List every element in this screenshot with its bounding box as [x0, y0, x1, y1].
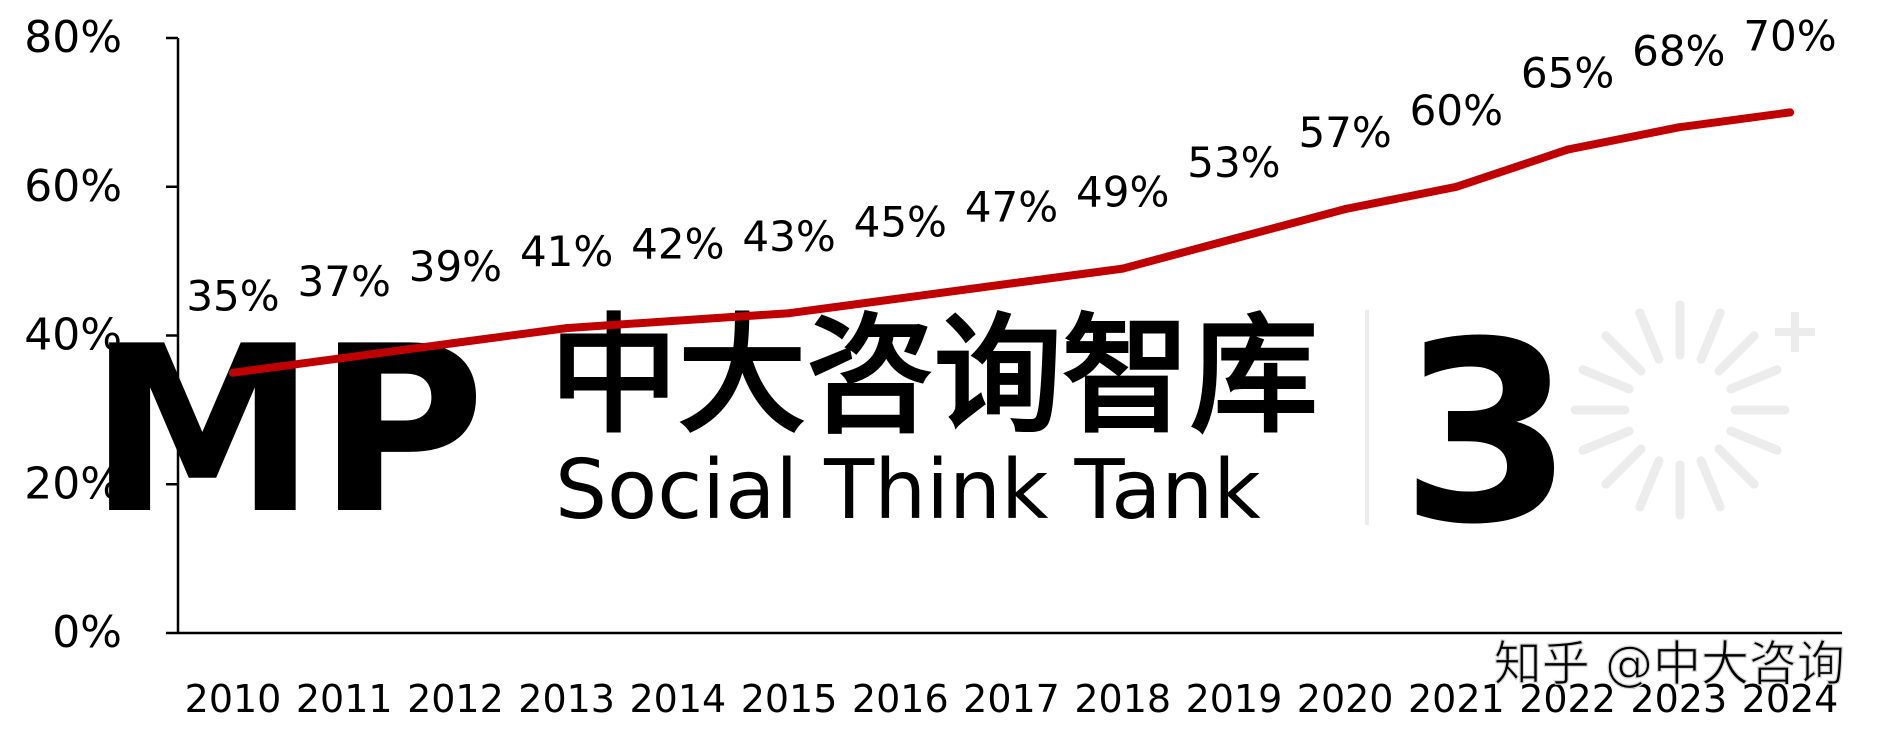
x-tick-label: 2012: [407, 677, 504, 721]
watermark-badge: 3: [1400, 288, 1574, 579]
y-tick-label: 40%: [24, 310, 122, 361]
data-label: 45%: [854, 197, 947, 246]
data-label: 35%: [186, 272, 279, 321]
x-tick-label: 2015: [741, 677, 838, 721]
x-tick-label: 2016: [852, 677, 949, 721]
data-label: 65%: [1521, 49, 1614, 98]
data-label: 42%: [631, 220, 724, 269]
data-point: [340, 353, 349, 362]
data-point: [1118, 264, 1127, 273]
x-tick-label: 2014: [629, 677, 726, 721]
x-tick-label: 2023: [1630, 677, 1727, 721]
data-point: [1229, 234, 1238, 243]
axes: 0%20%40%60%80% 2010 2011 2012 2013 2014 2015 2…: [24, 12, 1842, 721]
series: [229, 108, 1794, 377]
y-ticks: 0% 20% 40% 60% 80%: [24, 12, 178, 658]
data-label: 43%: [742, 212, 835, 261]
x-tick-label: 2024: [1742, 677, 1839, 721]
data-label: 47%: [965, 182, 1058, 231]
data-point: [562, 324, 571, 333]
y-tick-label: 20%: [24, 458, 122, 509]
data-label: 60%: [1410, 86, 1503, 135]
data-point: [1341, 205, 1350, 214]
data-label: 57%: [1298, 108, 1391, 157]
data-point: [896, 294, 905, 303]
data-label: 41%: [520, 227, 613, 276]
data-point: [1007, 279, 1016, 288]
watermark-logo: MP: [88, 298, 485, 565]
x-tick-label: 2010: [185, 677, 282, 721]
data-point: [785, 309, 794, 318]
data-point: [673, 316, 682, 325]
data-point: [229, 368, 237, 377]
footer-credit: 知乎 @中大咨询: [1494, 636, 1845, 692]
x-tick-label: 2022: [1519, 677, 1616, 721]
watermark-burst-icon: [1570, 300, 1815, 520]
data-labels: 35% 37% 39% 41% 42% 43% 45% 47% 49% 53% 57% 60% 65% 6…: [186, 11, 1836, 320]
y-tick-label: 80%: [24, 12, 122, 63]
watermark-name-cn: 中大咨询智库: [550, 302, 1318, 451]
x-ticks: 2010 2011 2012 2013 2014 2015 2016 2017 2018 2019…: [185, 677, 1839, 721]
data-point: [1563, 145, 1572, 154]
data-point: [451, 338, 460, 347]
data-label: 39%: [409, 242, 502, 291]
y-tick-label: 60%: [24, 161, 122, 212]
y-tick-label: 0%: [52, 607, 122, 658]
data-label: 49%: [1076, 168, 1169, 217]
x-tick-label: 2019: [1186, 677, 1283, 721]
x-tick-label: 2011: [296, 677, 393, 721]
data-point: [1786, 108, 1794, 117]
x-tick-label: 2021: [1408, 677, 1505, 721]
x-tick-label: 2020: [1297, 677, 1394, 721]
data-point: [1674, 123, 1683, 132]
watermark: MP 中大咨询智库 Social Think Tank 3: [88, 288, 1815, 579]
data-label: 37%: [298, 257, 391, 306]
x-tick-label: 2017: [963, 677, 1060, 721]
data-point: [1452, 182, 1461, 191]
x-tick-label: 2013: [518, 677, 615, 721]
data-label: 53%: [1187, 138, 1280, 187]
x-tick-label: 2018: [1074, 677, 1171, 721]
data-label: 70%: [1743, 11, 1836, 60]
watermark-name-en: Social Think Tank: [555, 443, 1261, 538]
data-label: 68%: [1632, 26, 1725, 75]
